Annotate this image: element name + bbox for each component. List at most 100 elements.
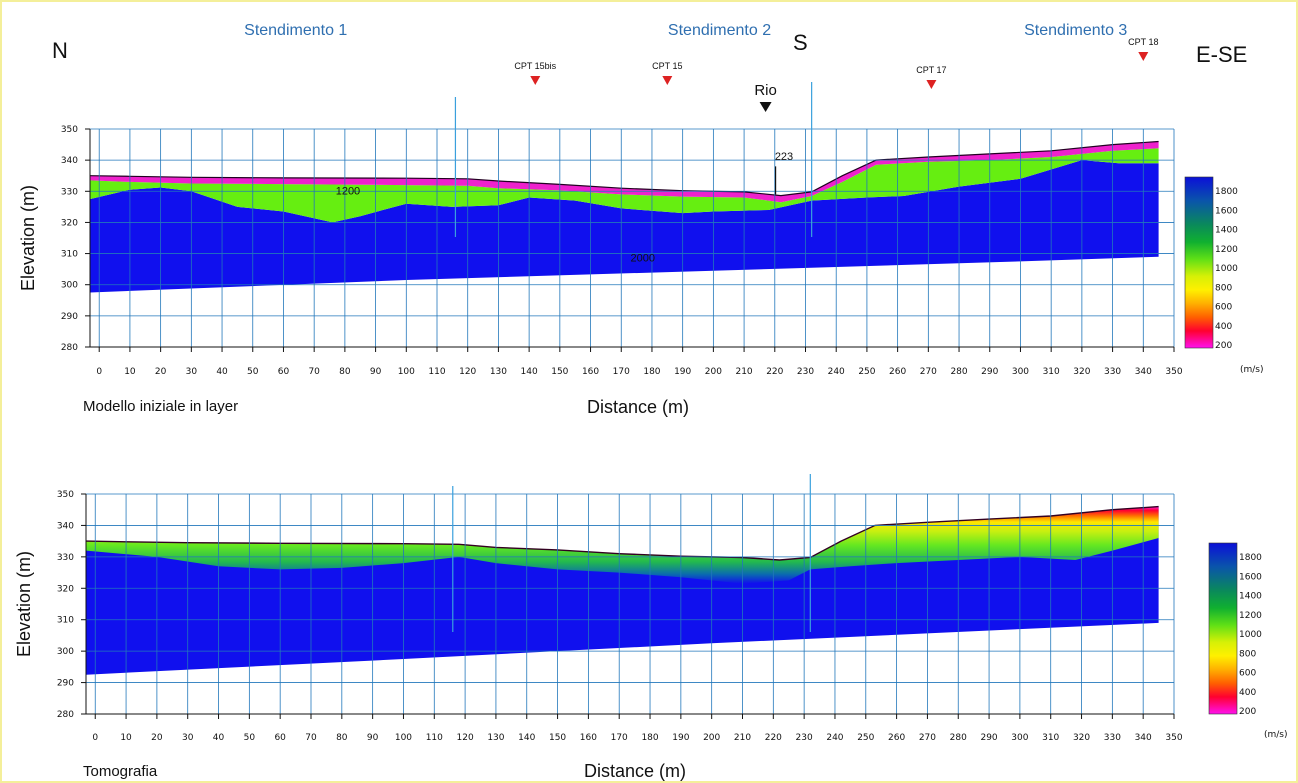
colorbar-label: 1800 [1215,187,1238,197]
velocity-annotation: 2000 [631,252,655,264]
x-tick-label: 30 [182,733,194,743]
stendimento-3-label: Stendimento 3 [1024,22,1127,39]
y-tick-label: 320 [57,584,74,594]
x-tick-label: 80 [336,733,348,743]
stendimento-2-label: Stendimento 2 [668,22,771,39]
y-tick-label: 350 [57,490,74,500]
x-tick-label: 320 [1073,733,1090,743]
cpt-marker-label: CPT 15 [652,61,682,71]
velocity-annotation: 1200 [336,185,360,197]
x-tick-label: 240 [828,367,845,377]
colorbar-label: 600 [1215,303,1232,313]
x-tick-label: 40 [216,367,228,377]
y-tick-label: 280 [57,710,74,720]
colorbar-label: 1400 [1239,592,1262,602]
colorbar-label: 1400 [1215,226,1238,236]
y-tick-label: 310 [61,250,78,260]
x-tick-label: 60 [274,733,286,743]
x-tick-label: 50 [247,367,259,377]
y-tick-label: 350 [61,125,78,135]
deep-layer-area [90,160,1159,293]
y-axis-title: Elevation (m) [14,551,34,657]
x-tick-label: 140 [521,367,538,377]
x-tick-label: 150 [551,367,568,377]
cpt-marker-label: CPT 15bis [514,61,556,71]
cpt-marker-label: CPT 17 [916,65,946,75]
x-tick-label: 330 [1104,367,1121,377]
rio-label: Rio [754,82,777,99]
x-axis-title: Distance (m) [584,761,686,781]
x-tick-label: 100 [398,367,415,377]
x-tick-label: 180 [641,733,658,743]
colorbar-unit: (m/s) [1240,365,1264,375]
x-tick-label: 120 [459,367,476,377]
velocity-annotation: 223 [775,151,793,163]
x-tick-label: 210 [735,367,752,377]
x-tick-label: 120 [457,733,474,743]
x-tick-label: 320 [1073,367,1090,377]
y-tick-label: 320 [61,218,78,228]
x-axis-title: Distance (m) [587,397,689,417]
cpt-marker-icon [662,76,673,85]
panel-caption: Tomografia [83,763,158,780]
y-axis-title: Elevation (m) [18,185,38,291]
y-tick-label: 280 [61,343,78,353]
x-tick-label: 20 [155,367,167,377]
colorbar-1: 1800 1600 1400 1200 1000 800 600 400 200 (m/s) [1184,176,1264,375]
colorbars: 1800 1600 1400 1200 1000 800 600 400 200 (m/s) 180… [1184,176,1288,740]
x-tick-label: 280 [950,367,967,377]
colorbar-label: 200 [1239,707,1256,717]
colorbar-ramp [1208,542,1238,715]
x-tick-label: 80 [339,367,351,377]
y-tick-label: 290 [61,312,78,322]
x-tick-label: 180 [643,367,660,377]
x-tick-label: 110 [428,367,445,377]
south-label: S [793,30,808,55]
colorbar-unit: (m/s) [1264,730,1288,740]
y-tick-label: 300 [57,647,74,657]
chart-panels: 0 10 20 30 40 50 60 70 80 90 100 110 120 130 140 150 160… [14,82,1183,781]
colorbar-label: 200 [1215,341,1232,351]
colorbar-label: 1600 [1239,572,1262,582]
x-tick-label: 260 [888,733,905,743]
y-tick-label: 340 [57,521,74,531]
stendimento-1-label: Stendimento 1 [244,22,347,39]
cpt-marker-label: CPT 18 [1128,37,1158,47]
colorbar-label: 800 [1239,649,1256,659]
x-tick-label: 140 [518,733,535,743]
x-tick-label: 340 [1135,367,1152,377]
y-tick-label: 290 [57,679,74,689]
colorbar-label: 1200 [1239,611,1262,621]
panel-caption: Modello iniziale in layer [83,398,238,415]
colorbar-label: 800 [1215,283,1232,293]
x-tick-label: 40 [213,733,225,743]
north-label: N [52,38,68,63]
x-tick-label: 250 [858,367,875,377]
intermediate-layer-area [90,148,1159,223]
layer-model-panel: 0 10 20 30 40 50 60 70 80 90 100 110 120 130 140 150 160… [18,82,1183,417]
x-tick-label: 350 [1165,733,1182,743]
colorbar-ramp [1184,176,1214,349]
y-tick-label: 300 [61,281,78,291]
x-tick-label: 60 [278,367,290,377]
x-tick-label: 240 [826,733,843,743]
x-tick-label: 200 [703,733,720,743]
colorbar-label: 600 [1239,669,1256,679]
surface-layer-area [90,141,1159,203]
x-tick-label: 290 [981,367,998,377]
x-tick-label: 310 [1042,733,1059,743]
x-tick-label: 310 [1043,367,1060,377]
x-tick-label: 160 [582,367,599,377]
colorbar-label: 1800 [1239,553,1262,563]
x-tick-label: 220 [766,367,783,377]
x-tick-label: 160 [580,733,597,743]
x-tick-label: 280 [950,733,967,743]
x-tick-label: 30 [186,367,198,377]
colorbar-label: 1000 [1215,264,1238,274]
x-tick-label: 330 [1104,733,1121,743]
y-tick-label: 310 [57,616,74,626]
y-tick-label: 340 [61,156,78,166]
colorbar-label: 400 [1215,322,1232,332]
x-tick-label: 220 [765,733,782,743]
